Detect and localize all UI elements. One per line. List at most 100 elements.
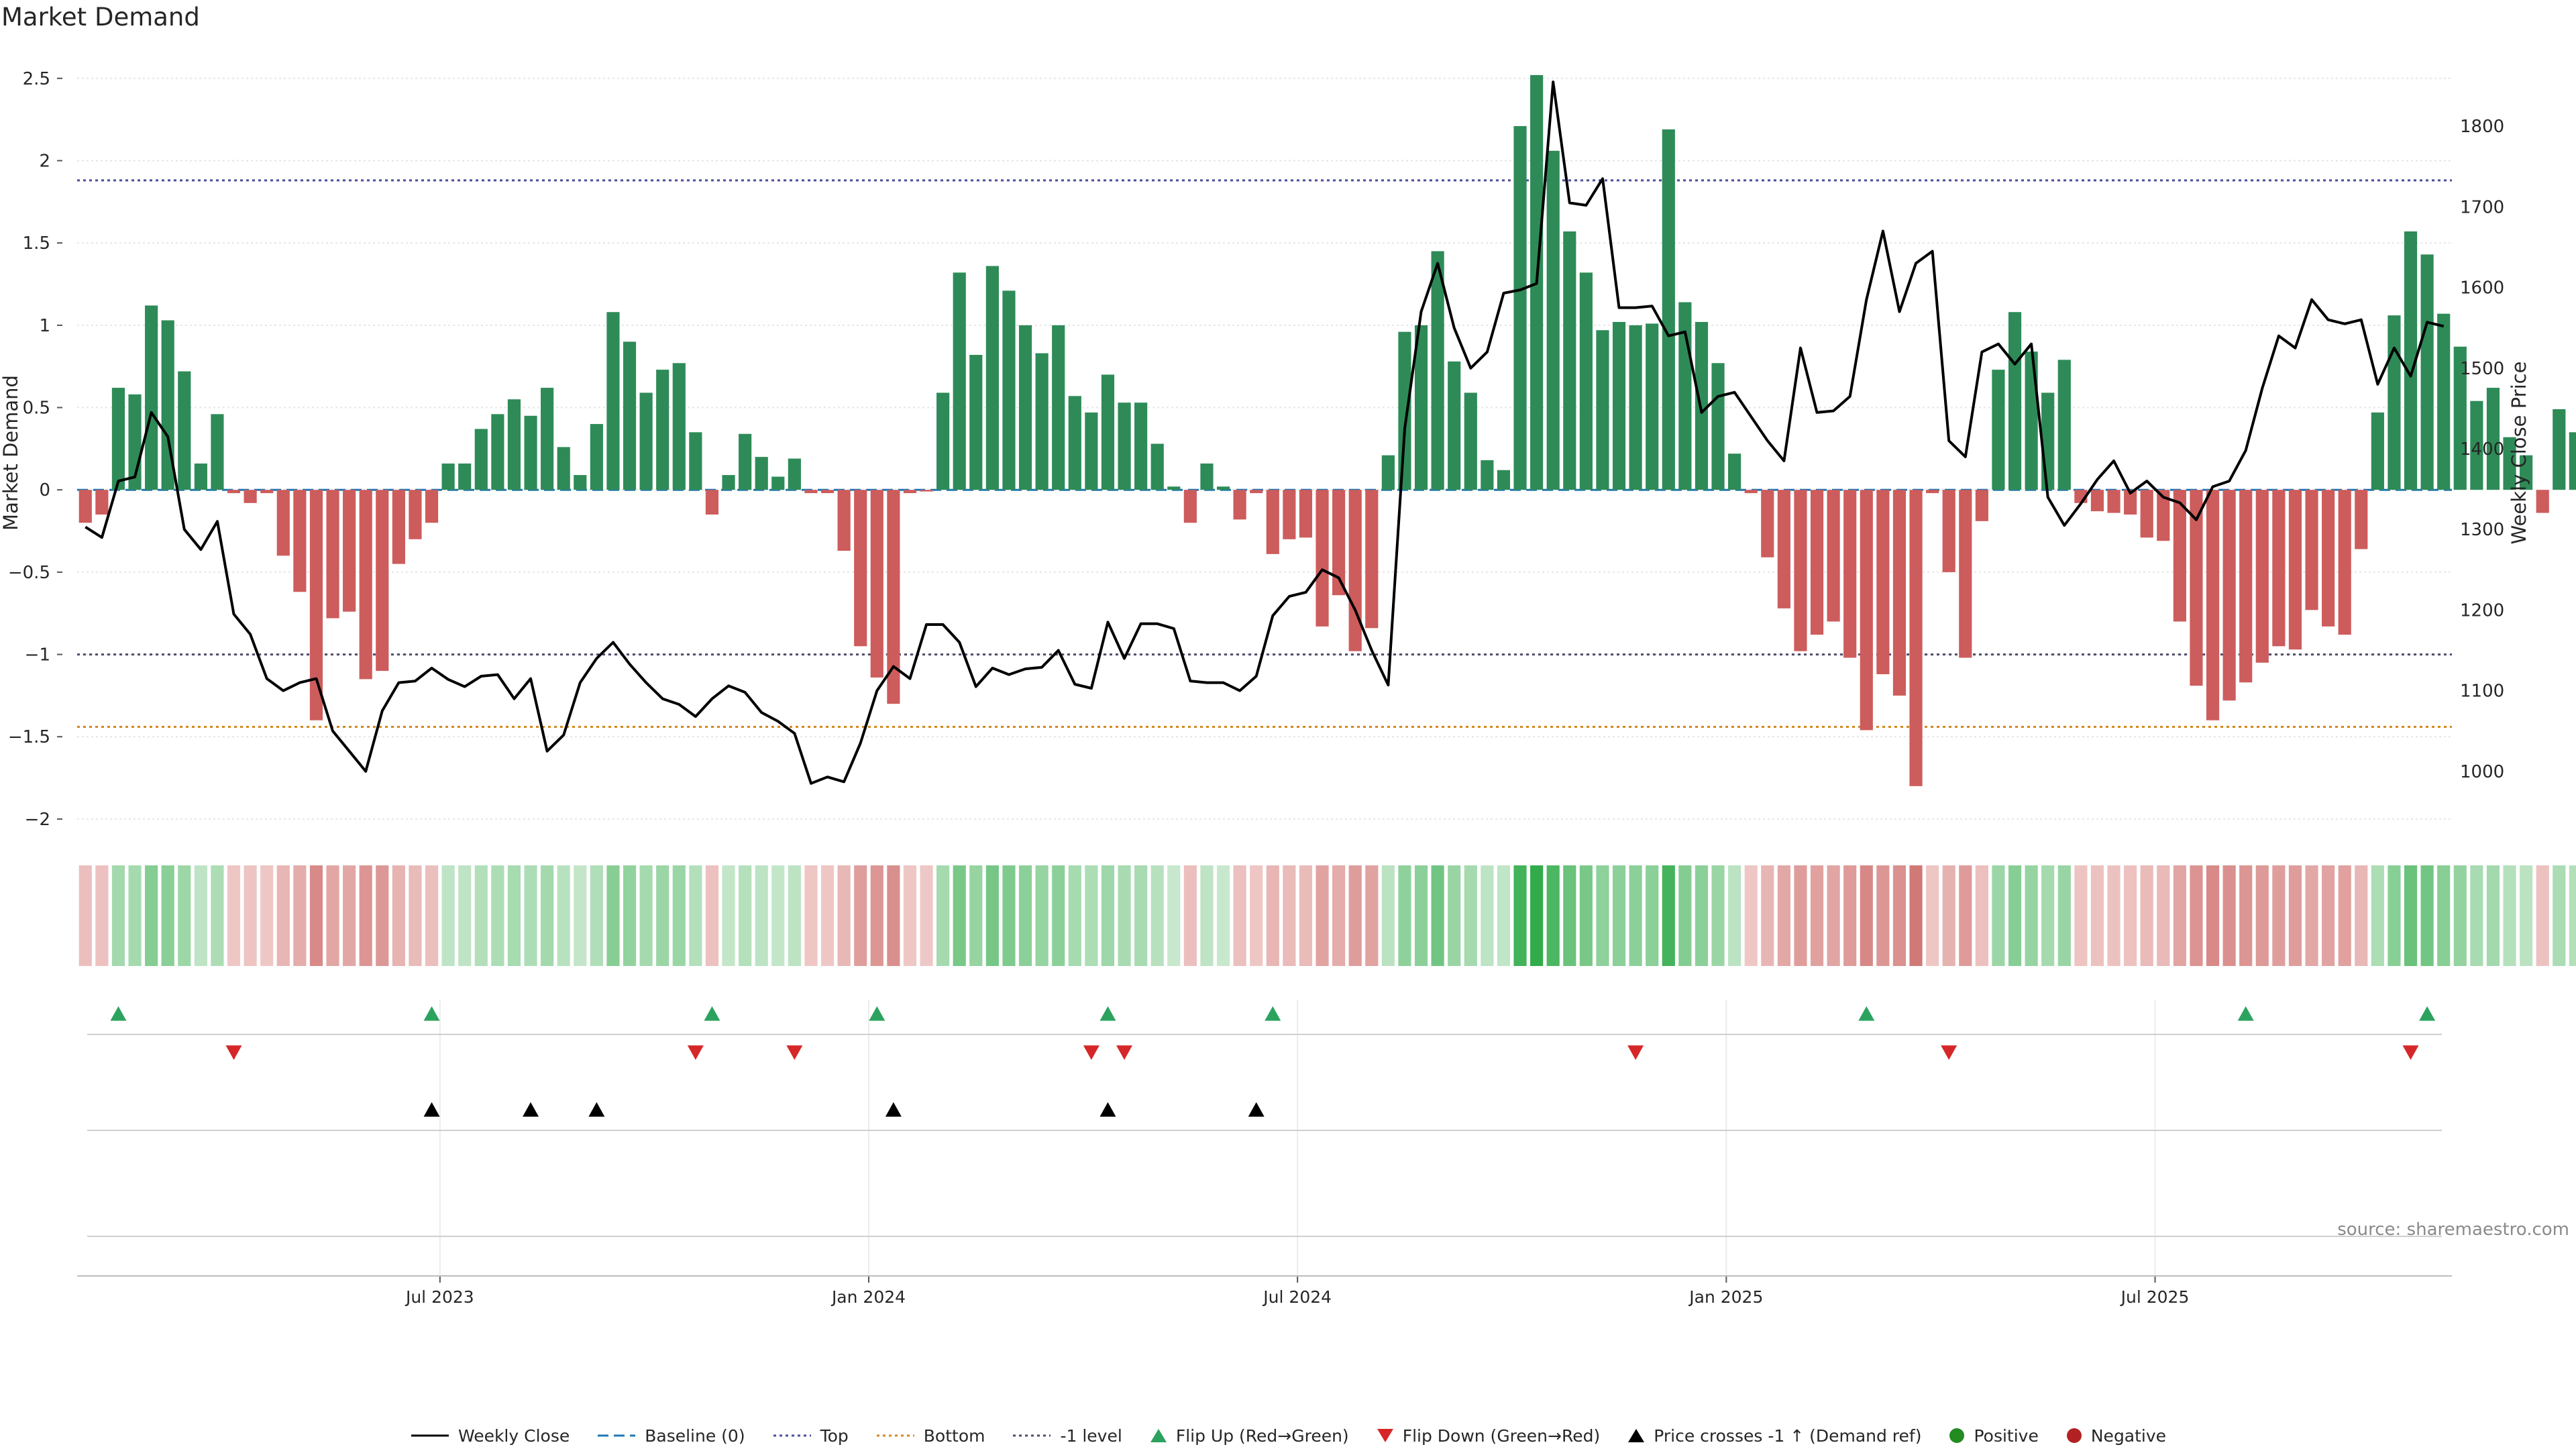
heat-cell — [606, 865, 620, 966]
demand-bar — [771, 476, 785, 490]
heat-cell — [2371, 865, 2384, 966]
demand-bar — [2025, 352, 2038, 490]
heat-cell — [2355, 865, 2368, 966]
demand-bar — [276, 490, 290, 556]
flip-down-marker — [687, 1045, 704, 1060]
heat-cell — [590, 865, 603, 966]
heat-cell — [111, 865, 125, 966]
demand-bar — [1250, 490, 1263, 494]
heat-cell — [1892, 865, 1907, 966]
demand-bar — [260, 490, 274, 494]
demand-bar — [1464, 392, 1477, 490]
heat-cell — [2338, 865, 2351, 966]
heat-cell — [2453, 865, 2467, 966]
demand-bar — [1365, 490, 1379, 629]
heat-cell — [2437, 865, 2451, 966]
demand-bar — [1134, 402, 1148, 490]
heat-cell — [1332, 865, 1346, 966]
demand-bar — [409, 490, 422, 539]
heat-cell — [804, 865, 818, 966]
demand-bar — [1827, 490, 1840, 622]
triangle-down-icon — [1377, 1429, 1393, 1442]
heat-cell — [2387, 865, 2401, 966]
heat-cell — [1431, 865, 1444, 966]
y-tick-label: −1 — [25, 645, 50, 665]
heat-cell — [507, 865, 521, 966]
demand-bar — [145, 305, 158, 490]
demand-bar — [1612, 321, 1626, 490]
demand-bar — [755, 457, 768, 490]
flip-up-marker — [423, 1006, 440, 1021]
heat-cell — [1992, 865, 2005, 966]
y2-axis-label: Weekly Close Price — [2508, 362, 2530, 545]
demand-bar — [1744, 490, 1758, 494]
x-tick-label: Jan 2025 — [1688, 1287, 1763, 1307]
y2-tick-label: 1200 — [2460, 600, 2504, 621]
demand-bar — [2503, 437, 2516, 490]
demand-bar — [920, 490, 933, 492]
heat-cell — [194, 865, 207, 966]
flip-down-marker — [1627, 1045, 1644, 1060]
demand-bar — [590, 424, 603, 490]
heat-cell — [1761, 865, 1774, 966]
demand-bar — [1546, 150, 1560, 490]
heat-cell — [1018, 865, 1032, 966]
demand-bar — [2437, 313, 2451, 490]
heat-cell — [1810, 865, 1824, 966]
heat-cell — [1101, 865, 1115, 966]
demand-bar — [507, 399, 521, 490]
heat-cell — [1085, 865, 1098, 966]
heat-cell — [1381, 865, 1395, 966]
demand-bar — [656, 370, 669, 490]
heat-cell — [441, 865, 455, 966]
heat-cell — [1860, 865, 1873, 966]
heat-cell — [1711, 865, 1725, 966]
demand-bar — [1711, 363, 1725, 490]
demand-bar — [1662, 129, 1675, 490]
demand-bar — [2041, 392, 2055, 490]
legend-flip-down: Flip Down (Green→Red) — [1376, 1426, 1601, 1446]
demand-bar — [1118, 402, 1131, 490]
demand-bar — [936, 392, 950, 490]
heat-cell — [1777, 865, 1790, 966]
demand-bar — [837, 490, 851, 551]
heat-cell — [1579, 865, 1593, 966]
heat-cell — [2140, 865, 2153, 966]
heat-cell — [1068, 865, 1081, 966]
heat-cell — [820, 865, 835, 966]
legend-dotted-line-icon — [876, 1434, 914, 1437]
demand-bar — [1233, 490, 1246, 520]
demand-bar — [1876, 490, 1890, 675]
demand-bar — [953, 272, 966, 490]
heat-cell — [1134, 865, 1148, 966]
heat-cell — [1744, 865, 1758, 966]
demand-bar — [2486, 388, 2500, 490]
x-tick-label: Jul 2025 — [2120, 1287, 2190, 1307]
heat-cell — [2470, 865, 2483, 966]
demand-bar — [2124, 490, 2137, 515]
demand-bar — [2107, 490, 2121, 513]
flip-down-marker — [786, 1045, 803, 1060]
demand-bar — [111, 388, 125, 490]
y2-tick-label: 1100 — [2460, 682, 2504, 702]
heat-cell — [1843, 865, 1857, 966]
heat-cell — [524, 865, 537, 966]
demand-bar — [2520, 455, 2533, 490]
heat-cell — [1596, 865, 1609, 966]
source-note: source: sharemaestro.com — [2337, 1220, 2569, 1240]
demand-bar — [1332, 490, 1346, 596]
y2-tick-label: 1000 — [2460, 762, 2504, 782]
heat-cell — [1612, 865, 1626, 966]
demand-bar — [887, 490, 900, 704]
heat-cell — [1118, 865, 1131, 966]
heat-cell — [2239, 865, 2253, 966]
weekly-close-line — [85, 80, 2445, 785]
demand-bar — [178, 371, 191, 490]
heat-cell — [1827, 865, 1840, 966]
heat-cell — [1365, 865, 1379, 966]
legend-baseline: Baseline (0) — [596, 1426, 745, 1446]
heat-cell — [458, 865, 472, 966]
legend-label: Flip Down (Green→Red) — [1402, 1426, 1601, 1446]
demand-bar — [1926, 490, 1939, 494]
